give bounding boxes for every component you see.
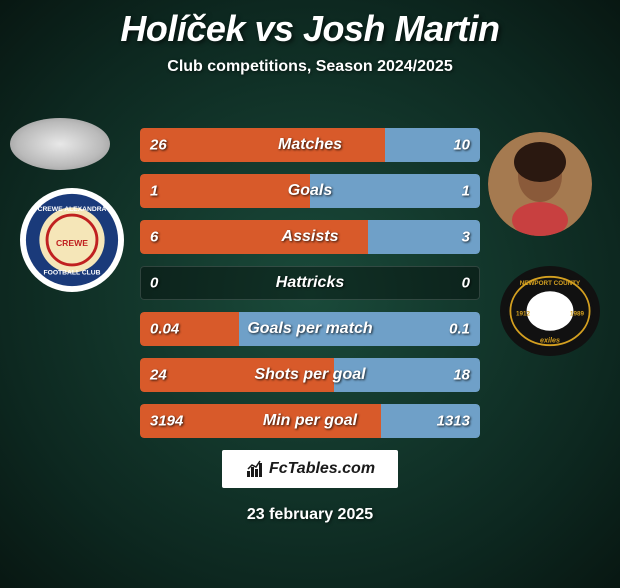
stat-value-right: 10 (453, 137, 470, 154)
stat-label: Shots per goal (254, 366, 365, 384)
logo-text: FcTables.com (269, 460, 375, 478)
stat-value-right: 0 (462, 275, 470, 292)
stat-row: 0.04 0.1 Goals per match (140, 312, 480, 346)
fctables-logo[interactable]: FcTables.com (222, 450, 398, 488)
page-title: Holíček vs Josh Martin (0, 8, 620, 50)
club-left-badge: CREWE CREWE ALEXANDRA FOOTBALL CLUB (20, 188, 124, 292)
club-right-badge: NEWPORT COUNTY exiles 1912 1989 (500, 266, 600, 356)
stat-value-left: 1 (150, 183, 158, 200)
stats-comparison-chart: 26 10 Matches 1 1 Goals 6 3 Assists 0 0 Hattricks 0.… (140, 128, 480, 450)
player-right-avatar (488, 132, 592, 236)
comparison-title: Holíček vs Josh Martin (0, 8, 620, 50)
stat-row: 0 0 Hattricks (140, 266, 480, 300)
stat-row: 24 18 Shots per goal (140, 358, 480, 392)
stat-label: Min per goal (263, 412, 357, 430)
svg-text:CREWE: CREWE (56, 238, 88, 248)
svg-text:CREWE ALEXANDRA: CREWE ALEXANDRA (38, 206, 107, 213)
newport-county-badge-icon: NEWPORT COUNTY exiles 1912 1989 (505, 270, 595, 352)
stat-value-left: 3194 (150, 413, 183, 430)
stat-value-left: 24 (150, 367, 167, 384)
stat-label: Goals (288, 182, 332, 200)
crewe-alexandra-badge-icon: CREWE CREWE ALEXANDRA FOOTBALL CLUB (24, 192, 120, 288)
stat-label: Assists (282, 228, 339, 246)
stat-value-right: 1313 (437, 413, 470, 430)
stat-value-left: 26 (150, 137, 167, 154)
stat-label: Hattricks (276, 274, 344, 292)
svg-text:exiles: exiles (540, 336, 560, 345)
svg-text:1989: 1989 (570, 311, 585, 318)
stat-row: 1 1 Goals (140, 174, 480, 208)
stat-value-right: 3 (462, 229, 470, 246)
svg-text:1912: 1912 (516, 311, 531, 318)
stat-value-right: 18 (453, 367, 470, 384)
svg-text:FOOTBALL CLUB: FOOTBALL CLUB (44, 270, 101, 277)
stat-label: Goals per match (247, 320, 372, 338)
stat-row: 3194 1313 Min per goal (140, 404, 480, 438)
stat-value-right: 1 (462, 183, 470, 200)
player-left-avatar (10, 118, 110, 170)
chart-icon (245, 459, 265, 479)
stat-value-left: 0.04 (150, 321, 179, 338)
player-avatar-icon (488, 132, 592, 236)
stat-value-left: 6 (150, 229, 158, 246)
stat-bar-right (310, 174, 480, 208)
stat-bar-left (140, 128, 385, 162)
date-label: 23 february 2025 (0, 506, 620, 524)
stat-bar-left (140, 174, 310, 208)
stat-value-right: 0.1 (449, 321, 470, 338)
stat-label: Matches (278, 136, 342, 154)
stat-row: 26 10 Matches (140, 128, 480, 162)
svg-text:NEWPORT COUNTY: NEWPORT COUNTY (520, 280, 581, 287)
subtitle: Club competitions, Season 2024/2025 (0, 58, 620, 76)
stat-value-left: 0 (150, 275, 158, 292)
stat-row: 6 3 Assists (140, 220, 480, 254)
